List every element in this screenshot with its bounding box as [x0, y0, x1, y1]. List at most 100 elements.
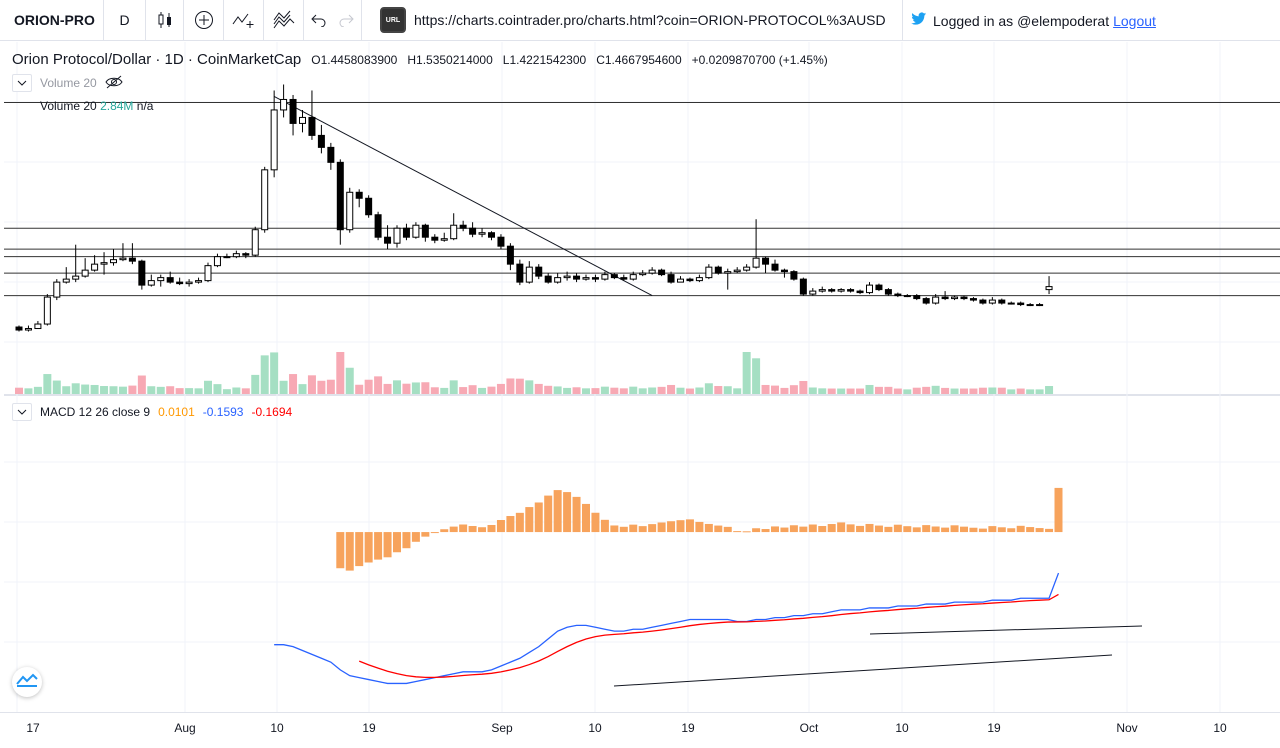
candle-body — [317, 134, 325, 148]
ohlc-close: C1.4667954600 — [596, 53, 682, 67]
redo-button[interactable] — [332, 0, 362, 41]
candle-body — [1045, 286, 1053, 291]
macd-histogram-bar — [1035, 528, 1044, 533]
symbol-search-button[interactable]: ORION-PRO — [0, 0, 104, 41]
macd-trendline-upper — [869, 625, 1143, 635]
candle-body — [62, 278, 70, 283]
volume-bar — [307, 375, 316, 394]
compare-button[interactable] — [184, 0, 224, 41]
volume-label: Volume 20 — [40, 99, 97, 113]
time-tick-label: 10 — [588, 721, 602, 735]
volume-bar — [1045, 386, 1054, 394]
candle-body — [1026, 304, 1034, 307]
macd-histogram-bar — [411, 532, 420, 542]
volume-bar — [1035, 389, 1044, 394]
candle-body — [81, 269, 89, 277]
macd-hist-value: 0.0101 — [158, 405, 195, 419]
volume-bar — [289, 374, 298, 394]
candle-body — [762, 257, 770, 265]
macd-histogram-bar — [487, 524, 496, 533]
candle-body — [289, 98, 297, 124]
candle-body — [591, 277, 599, 280]
macd-histogram-bar — [818, 526, 827, 533]
candle-body — [828, 289, 836, 292]
macd-histogram-bar — [752, 528, 761, 533]
volume-bar — [166, 386, 175, 394]
volume-bar — [393, 380, 401, 394]
candle-body — [412, 224, 420, 238]
volume-bar — [15, 387, 23, 394]
volume-bar — [960, 388, 968, 394]
undo-button[interactable] — [304, 0, 332, 41]
macd-histogram-bar — [421, 532, 430, 537]
macd-histogram-bar — [449, 526, 458, 533]
candle-body — [261, 169, 269, 231]
candle-body — [402, 227, 410, 238]
url-icon[interactable]: URL — [380, 7, 406, 33]
macd-histogram-bar — [733, 531, 742, 533]
macd-histogram-bar — [383, 532, 392, 558]
login-status-text: Logged in as @elempoderat — [933, 12, 1110, 29]
volume-bar — [685, 388, 694, 394]
indicators-button[interactable] — [224, 0, 264, 41]
eye-hidden-icon[interactable] — [105, 75, 123, 92]
volume-bar — [619, 388, 628, 394]
url-text[interactable]: https://charts.cointrader.pro/charts.htm… — [414, 12, 886, 28]
volume-bar — [1016, 388, 1025, 394]
templates-button[interactable] — [264, 0, 304, 41]
volume-bar — [440, 387, 449, 394]
macd-histogram-bar — [345, 532, 354, 571]
volume-bar — [24, 388, 33, 394]
candle-body — [648, 269, 656, 274]
candle-body — [251, 229, 259, 256]
tradingview-logo-icon — [16, 673, 38, 692]
volume-bar — [449, 380, 458, 394]
time-tick-label: 10 — [1213, 721, 1227, 735]
redo-icon — [339, 13, 355, 27]
candle-body — [563, 275, 571, 279]
candle-body — [620, 277, 628, 280]
macd-histogram-bar — [950, 525, 959, 533]
macd-histogram-bar — [534, 502, 543, 533]
candle-body — [195, 280, 203, 283]
volume-bar — [893, 388, 902, 394]
macd-histogram-bar — [922, 525, 931, 533]
macd-histogram-bar — [525, 507, 534, 533]
candle-body — [157, 277, 165, 282]
candle-body — [213, 256, 221, 267]
time-axis[interactable]: 17 Aug 10 19 Sep 10 19 Oct 10 19 Nov 10 — [0, 712, 1280, 748]
macd-histogram-bar — [629, 524, 638, 533]
volume-bar — [865, 384, 874, 394]
symbol-title: Orion Protocol/Dollar · 1D · CoinMarketC… — [12, 51, 302, 68]
chart-type-button[interactable] — [146, 0, 184, 41]
volume-bar — [723, 386, 732, 394]
volume-legend-row: Volume 20 — [12, 74, 123, 92]
macd-histogram-bar — [667, 521, 676, 533]
candle-body — [185, 281, 193, 285]
candle-body — [478, 232, 486, 235]
macd-histogram-bar — [903, 526, 912, 533]
chart-area[interactable]: Orion Protocol/Dollar · 1D · CoinMarketC… — [4, 42, 1280, 722]
macd-histogram-bar — [704, 523, 713, 533]
tradingview-logo[interactable] — [12, 667, 42, 697]
volume-bar — [667, 384, 676, 394]
candle-body — [998, 299, 1006, 304]
candle-body — [875, 284, 883, 291]
time-tick-label: Oct — [799, 721, 819, 735]
candle-body — [516, 263, 524, 283]
time-tick-label: 17 — [26, 721, 40, 735]
volume-bar — [969, 388, 978, 394]
volume-bar — [874, 386, 883, 394]
candle-body — [658, 269, 666, 276]
collapse-macd-button[interactable] — [12, 403, 32, 421]
collapse-legend-button[interactable] — [12, 74, 32, 92]
logout-link[interactable]: Logout — [1113, 12, 1156, 29]
candle-body — [979, 299, 987, 304]
plus-circle-icon — [194, 10, 214, 30]
interval-button[interactable]: D — [104, 0, 146, 41]
candle-body — [884, 289, 892, 295]
volume-bar — [468, 385, 477, 394]
candle-body — [1017, 302, 1025, 306]
time-tick-label: 19 — [362, 721, 376, 735]
price-chart-canvas[interactable] — [4, 42, 1280, 722]
